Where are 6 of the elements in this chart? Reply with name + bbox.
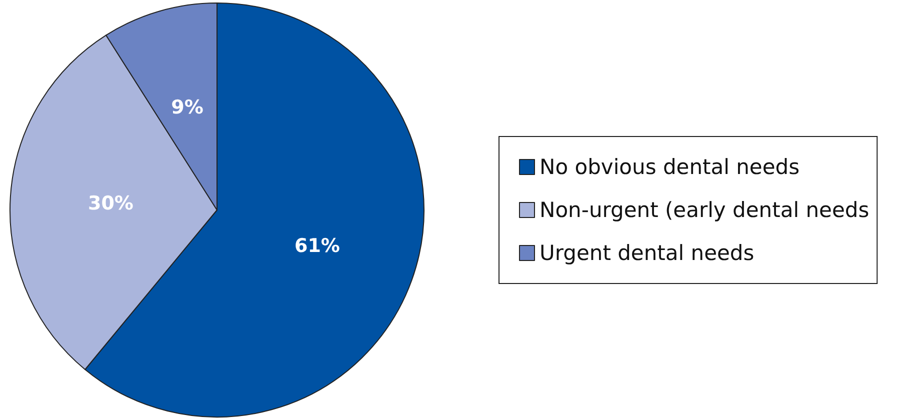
data-label: 9% <box>171 96 204 119</box>
data-label: 61% <box>294 235 340 258</box>
legend-label: No obvious dental needs <box>540 155 800 179</box>
data-label: 30% <box>88 192 134 214</box>
legend-label: Urgent dental needs <box>540 241 754 265</box>
legend-label: Non-urgent (early dental needs <box>540 198 870 222</box>
